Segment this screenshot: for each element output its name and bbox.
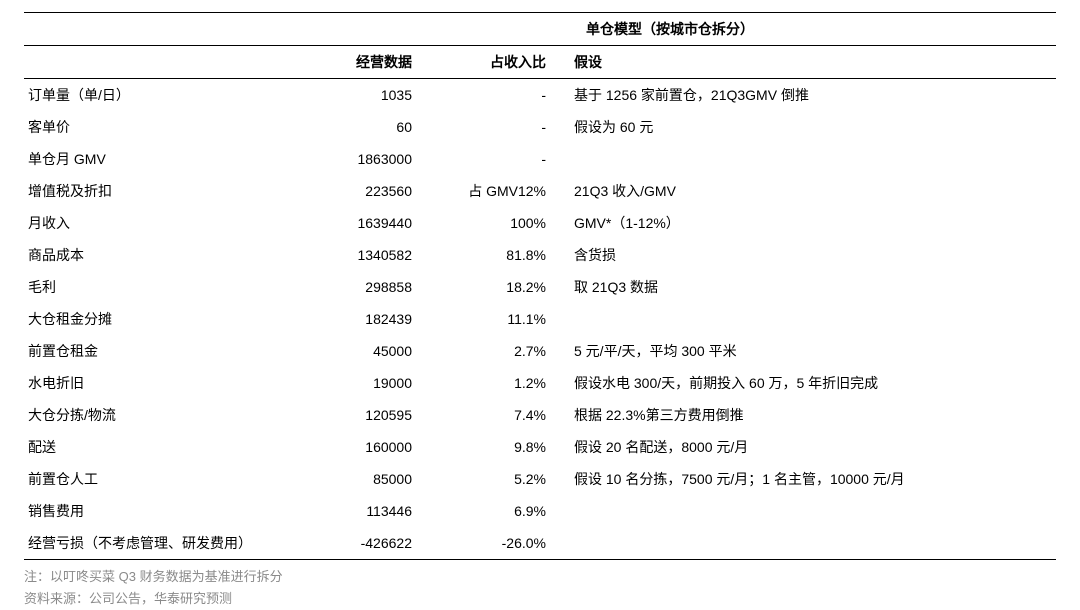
cell-assumption: 含货损: [564, 239, 1056, 271]
cell-label: 水电折旧: [24, 367, 284, 399]
cell-assumption: 21Q3 收入/GMV: [564, 175, 1056, 207]
cell-pct: 18.2%: [424, 271, 564, 303]
cell-assumption: 基于 1256 家前置仓，21Q3GMV 倒推: [564, 79, 1056, 112]
header-label: [24, 46, 284, 79]
cell-label: 大仓租金分摊: [24, 303, 284, 335]
cell-label: 前置仓租金: [24, 335, 284, 367]
cell-label: 增值税及折扣: [24, 175, 284, 207]
cell-pct: 占 GMV12%: [424, 175, 564, 207]
table-row: 商品成本134058281.8%含货损: [24, 239, 1056, 271]
cell-pct: -26.0%: [424, 527, 564, 560]
cell-assumption: 假设为 60 元: [564, 111, 1056, 143]
table-row: 订单量（单/日）1035-基于 1256 家前置仓，21Q3GMV 倒推: [24, 79, 1056, 112]
table-row: 前置仓租金450002.7%5 元/平/天，平均 300 平米: [24, 335, 1056, 367]
cell-value: 19000: [284, 367, 424, 399]
cell-label: 前置仓人工: [24, 463, 284, 495]
title-blank: [24, 13, 284, 46]
cell-label: 商品成本: [24, 239, 284, 271]
cell-label: 客单价: [24, 111, 284, 143]
cell-value: 60: [284, 111, 424, 143]
cell-label: 订单量（单/日）: [24, 79, 284, 112]
cell-label: 月收入: [24, 207, 284, 239]
cell-pct: 11.1%: [424, 303, 564, 335]
cell-assumption: 假设 20 名配送，8000 元/月: [564, 431, 1056, 463]
cell-pct: 6.9%: [424, 495, 564, 527]
cell-value: 120595: [284, 399, 424, 431]
cell-value: 1863000: [284, 143, 424, 175]
footer-source: 资料来源：公司公告，华泰研究预测: [24, 588, 1056, 610]
table-row: 大仓租金分摊18243911.1%: [24, 303, 1056, 335]
cell-pct: -: [424, 143, 564, 175]
cell-pct: 7.4%: [424, 399, 564, 431]
cell-assumption: 5 元/平/天，平均 300 平米: [564, 335, 1056, 367]
cell-pct: 9.8%: [424, 431, 564, 463]
model-table-container: 单仓模型（按城市仓拆分） 经营数据 占收入比 假设 订单量（单/日）1035-基…: [24, 12, 1056, 560]
cell-assumption: [564, 143, 1056, 175]
cell-assumption: 根据 22.3%第三方费用倒推: [564, 399, 1056, 431]
cell-label: 经营亏损（不考虑管理、研发费用）: [24, 527, 284, 560]
cell-value: 160000: [284, 431, 424, 463]
cell-assumption: 取 21Q3 数据: [564, 271, 1056, 303]
cell-assumption: [564, 303, 1056, 335]
table-row: 水电折旧190001.2%假设水电 300/天，前期投入 60 万，5 年折旧完…: [24, 367, 1056, 399]
cell-label: 销售费用: [24, 495, 284, 527]
footer-note: 注：以叮咚买菜 Q3 财务数据为基准进行拆分: [24, 566, 1056, 588]
cell-assumption: GMV*（1-12%）: [564, 207, 1056, 239]
table-title-row: 单仓模型（按城市仓拆分）: [24, 13, 1056, 46]
cell-value: 113446: [284, 495, 424, 527]
cell-value: 85000: [284, 463, 424, 495]
header-value: 经营数据: [284, 46, 424, 79]
cell-value: 45000: [284, 335, 424, 367]
table-title: 单仓模型（按城市仓拆分）: [284, 13, 1056, 46]
cell-label: 大仓分拣/物流: [24, 399, 284, 431]
table-row: 毛利29885818.2%取 21Q3 数据: [24, 271, 1056, 303]
cell-value: 1035: [284, 79, 424, 112]
cell-value: -426622: [284, 527, 424, 560]
cell-pct: 81.8%: [424, 239, 564, 271]
cell-assumption: 假设 10 名分拣，7500 元/月；1 名主管，10000 元/月: [564, 463, 1056, 495]
table-row: 销售费用1134466.9%: [24, 495, 1056, 527]
cell-value: 298858: [284, 271, 424, 303]
cell-label: 配送: [24, 431, 284, 463]
header-pct: 占收入比: [424, 46, 564, 79]
cell-label: 单仓月 GMV: [24, 143, 284, 175]
cell-pct: 100%: [424, 207, 564, 239]
table-footer: 注：以叮咚买菜 Q3 财务数据为基准进行拆分 资料来源：公司公告，华泰研究预测: [24, 566, 1056, 610]
table-row: 经营亏损（不考虑管理、研发费用）-426622-26.0%: [24, 527, 1056, 560]
cell-value: 1340582: [284, 239, 424, 271]
header-assumption: 假设: [564, 46, 1056, 79]
table-header-row: 经营数据 占收入比 假设: [24, 46, 1056, 79]
cell-pct: 1.2%: [424, 367, 564, 399]
table-row: 客单价60-假设为 60 元: [24, 111, 1056, 143]
table-row: 增值税及折扣223560占 GMV12%21Q3 收入/GMV: [24, 175, 1056, 207]
table-row: 配送1600009.8%假设 20 名配送，8000 元/月: [24, 431, 1056, 463]
cell-value: 1639440: [284, 207, 424, 239]
cell-value: 182439: [284, 303, 424, 335]
cell-pct: 2.7%: [424, 335, 564, 367]
table-row: 单仓月 GMV1863000-: [24, 143, 1056, 175]
cell-pct: -: [424, 111, 564, 143]
cell-pct: 5.2%: [424, 463, 564, 495]
table-row: 月收入1639440100%GMV*（1-12%）: [24, 207, 1056, 239]
table-body: 订单量（单/日）1035-基于 1256 家前置仓，21Q3GMV 倒推客单价6…: [24, 79, 1056, 560]
cell-value: 223560: [284, 175, 424, 207]
cell-pct: -: [424, 79, 564, 112]
cell-assumption: 假设水电 300/天，前期投入 60 万，5 年折旧完成: [564, 367, 1056, 399]
cell-label: 毛利: [24, 271, 284, 303]
table-row: 前置仓人工850005.2%假设 10 名分拣，7500 元/月；1 名主管，1…: [24, 463, 1056, 495]
cell-assumption: [564, 527, 1056, 560]
cell-assumption: [564, 495, 1056, 527]
model-table: 单仓模型（按城市仓拆分） 经营数据 占收入比 假设 订单量（单/日）1035-基…: [24, 12, 1056, 560]
table-row: 大仓分拣/物流1205957.4%根据 22.3%第三方费用倒推: [24, 399, 1056, 431]
